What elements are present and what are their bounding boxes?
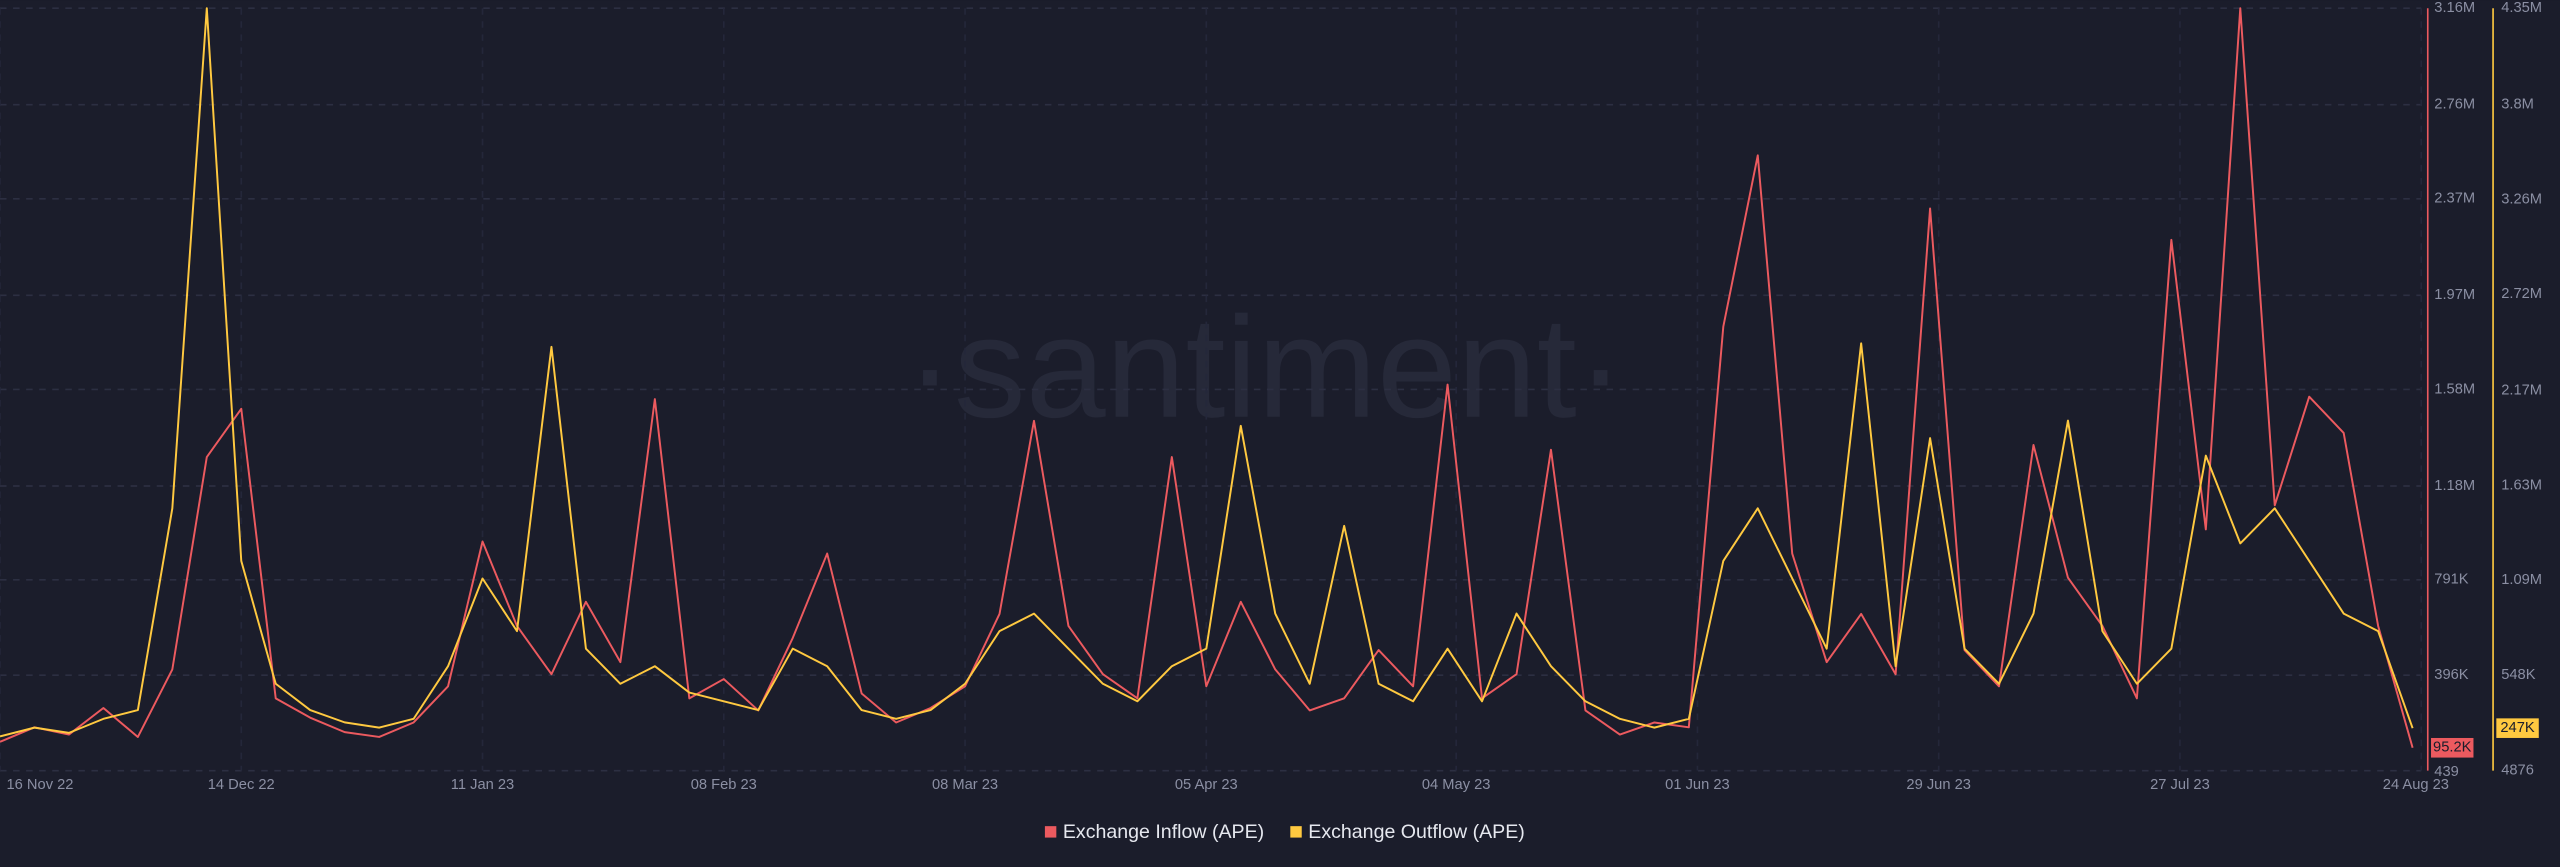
legend-swatch [1044,826,1057,838]
y2-tick-label: 2.72M [2501,286,2542,302]
x-tick-label: 24 Aug 23 [2383,777,2449,793]
x-tick-label: 11 Jan 23 [451,777,514,793]
legend-label: Exchange Inflow (APE) [1063,821,1264,843]
y-tick-label: 1.18M [2434,478,2475,494]
watermark: ·santiment· [906,288,1624,448]
y-tick-label: 1.97M [2434,287,2475,303]
x-tick-label: 16 Nov 22 [7,777,74,793]
legend-label: Exchange Outflow (APE) [1308,821,1525,843]
x-tick-label: 05 Apr 23 [1175,777,1238,793]
current-value-badge [2431,737,2474,758]
y2-tick-label: 4.35M [2501,0,2542,16]
y2-tick-label: 1.63M [2501,477,2542,493]
series-line [0,7,2414,749]
series-line [0,7,2414,738]
y-tick-label: 3.16M [2434,0,2475,16]
y-tick-label: 439 [2434,764,2459,780]
current-value-label: 95.2K [2433,740,2472,756]
y2-tick-label: 1.09M [2501,572,2542,588]
y2-tick-label: 2.17M [2501,383,2542,399]
legend-swatch [1290,826,1302,838]
x-tick-label: 27 Jul 23 [2150,777,2210,793]
x-tick-label: 01 Jun 23 [1665,777,1730,793]
x-tick-label: 04 May 23 [1422,777,1491,793]
x-tick-label: 08 Mar 23 [932,777,998,793]
x-tick-label: 14 Dec 22 [208,777,275,793]
y2-tick-label: 3.8M [2501,97,2534,113]
y-tick-label: 396K [2434,667,2469,683]
x-tick-label: 08 Feb 23 [691,777,757,793]
current-value-label: 247K [2500,720,2535,736]
y2-tick-label: 3.26M [2501,191,2542,207]
y2-tick-label: 4876 [2501,763,2534,779]
x-tick-label: 29 Jun 23 [1906,777,1971,793]
y2-tick-label: 548K [2501,667,2536,683]
y-tick-label: 1.58M [2434,381,2475,397]
current-value-badge [2496,718,2539,738]
y-tick-label: 2.37M [2434,191,2475,207]
y-tick-label: 2.76M [2434,97,2475,113]
y-tick-label: 791K [2434,572,2469,588]
